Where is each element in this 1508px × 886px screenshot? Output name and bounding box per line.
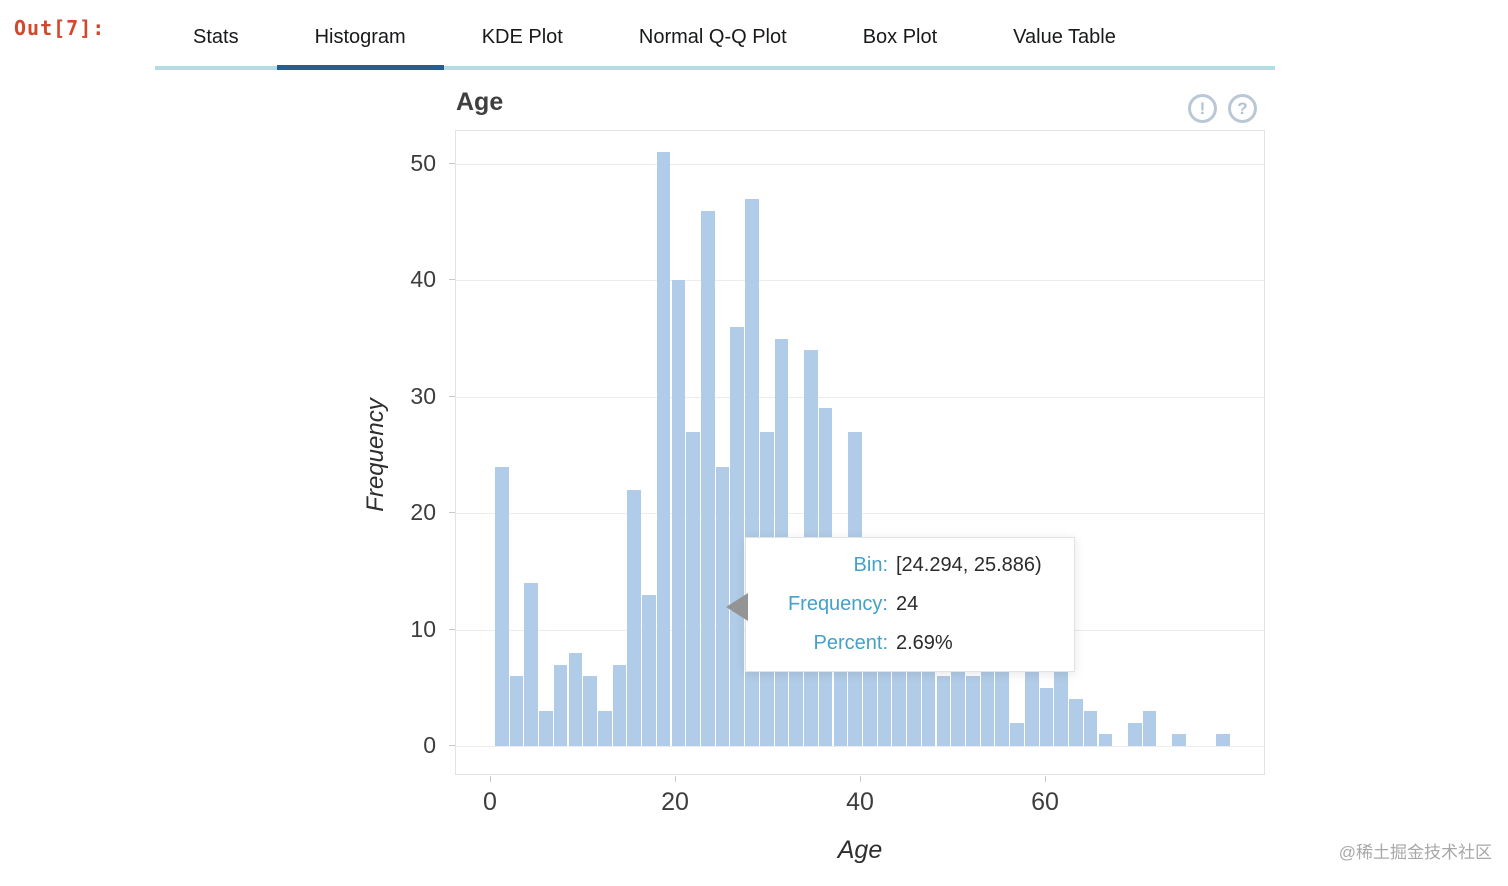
histogram-bar[interactable] bbox=[494, 466, 509, 746]
y-tick-mark bbox=[449, 628, 455, 630]
alert-icon[interactable]: ! bbox=[1188, 94, 1217, 123]
y-tick-mark bbox=[449, 512, 455, 514]
histogram-bar[interactable] bbox=[583, 676, 597, 746]
y-tick-label: 0 bbox=[423, 732, 436, 758]
histogram-bar[interactable] bbox=[612, 664, 627, 746]
x-tick-mark bbox=[1045, 776, 1046, 782]
histogram-bar[interactable] bbox=[509, 676, 524, 746]
tooltip-frequency-label: Frequency: bbox=[787, 593, 888, 615]
histogram-bar[interactable] bbox=[1172, 734, 1186, 746]
tooltip-bin-value: [24.294, 25.886) bbox=[896, 554, 1042, 576]
histogram-bar[interactable] bbox=[1098, 734, 1113, 746]
tab-histogram[interactable]: Histogram bbox=[276, 16, 444, 70]
histogram-bar[interactable] bbox=[1054, 664, 1068, 746]
y-tick-mark bbox=[449, 279, 455, 281]
chart-title: Age bbox=[456, 88, 504, 116]
plot-area[interactable] bbox=[455, 130, 1265, 775]
tooltip-percent-label: Percent: bbox=[813, 632, 888, 654]
tooltip-percent-value: 2.69% bbox=[896, 632, 953, 654]
x-tick-label: 40 bbox=[846, 788, 874, 816]
histogram-bar[interactable] bbox=[1083, 711, 1098, 746]
histogram-bar[interactable] bbox=[1142, 711, 1157, 746]
histogram-bar[interactable] bbox=[597, 711, 612, 746]
histogram-bar[interactable] bbox=[936, 676, 951, 746]
x-tick-label: 60 bbox=[1031, 788, 1059, 816]
histogram-bar[interactable] bbox=[1216, 734, 1230, 746]
histogram-bar[interactable] bbox=[995, 664, 1010, 746]
histogram-bar[interactable] bbox=[671, 280, 686, 746]
y-tick-mark bbox=[449, 745, 455, 746]
histogram-bar[interactable] bbox=[539, 711, 553, 746]
x-tick-label: 20 bbox=[661, 788, 689, 816]
tooltip-arrow bbox=[726, 593, 748, 621]
y-tick-label: 30 bbox=[410, 382, 436, 409]
x-tick-label: 0 bbox=[483, 788, 497, 816]
hover-tooltip: Bin: [24.294, 25.886) Frequency: 24 Perc… bbox=[745, 537, 1075, 672]
histogram-bar[interactable] bbox=[1069, 699, 1083, 746]
output-prompt: Out[7]: bbox=[14, 16, 106, 40]
gridline bbox=[456, 396, 1264, 398]
gridline bbox=[456, 746, 1264, 747]
tab-normal-qq-plot[interactable]: Normal Q-Q Plot bbox=[638, 26, 787, 48]
y-tick-label: 50 bbox=[410, 150, 436, 176]
histogram-bar[interactable] bbox=[966, 676, 980, 746]
tab-box-plot[interactable]: Box Plot bbox=[862, 26, 938, 48]
chart-header-icons: ! ? bbox=[1188, 94, 1257, 123]
histogram-bar[interactable] bbox=[701, 210, 715, 746]
histogram-bar[interactable] bbox=[656, 152, 671, 746]
histogram-bar[interactable] bbox=[730, 327, 745, 746]
histogram-bar[interactable] bbox=[715, 466, 730, 746]
histogram-bar[interactable] bbox=[568, 652, 583, 746]
histogram-bar[interactable] bbox=[686, 431, 700, 746]
tooltip-bin-label: Bin: bbox=[853, 554, 888, 576]
tab-stats[interactable]: Stats bbox=[193, 26, 239, 48]
histogram-bar[interactable] bbox=[1024, 664, 1039, 746]
y-axis-label: Frequency bbox=[362, 398, 389, 512]
x-tick-mark bbox=[490, 776, 491, 782]
histogram-bar[interactable] bbox=[642, 594, 656, 746]
tab-bar: Stats Histogram KDE Plot Normal Q-Q Plot… bbox=[155, 16, 1275, 70]
histogram-bar[interactable] bbox=[553, 664, 568, 746]
y-tick-mark bbox=[449, 395, 455, 397]
tab-value-table[interactable]: Value Table bbox=[1013, 26, 1116, 48]
help-icon[interactable]: ? bbox=[1228, 94, 1257, 123]
tab-kde-plot[interactable]: KDE Plot bbox=[481, 26, 563, 48]
x-tick-mark bbox=[860, 776, 861, 782]
y-tick-label: 10 bbox=[410, 615, 436, 642]
histogram-bar[interactable] bbox=[862, 652, 877, 746]
tooltip-frequency-value: 24 bbox=[896, 593, 919, 615]
gridline bbox=[456, 280, 1264, 282]
histogram-bar[interactable] bbox=[524, 583, 538, 746]
y-tick-mark bbox=[449, 163, 455, 164]
histogram-bar[interactable] bbox=[1010, 722, 1024, 746]
histogram-bar[interactable] bbox=[1039, 687, 1054, 746]
y-tick-label: 20 bbox=[410, 499, 436, 526]
watermark: @稀土掘金技术社区 bbox=[1338, 843, 1492, 862]
y-tick-label: 40 bbox=[410, 266, 436, 293]
histogram-bar[interactable] bbox=[627, 489, 642, 746]
gridline bbox=[456, 164, 1264, 165]
x-axis-label: Age bbox=[837, 836, 883, 864]
x-tick-mark bbox=[675, 776, 676, 782]
histogram-bar[interactable] bbox=[1127, 722, 1142, 746]
